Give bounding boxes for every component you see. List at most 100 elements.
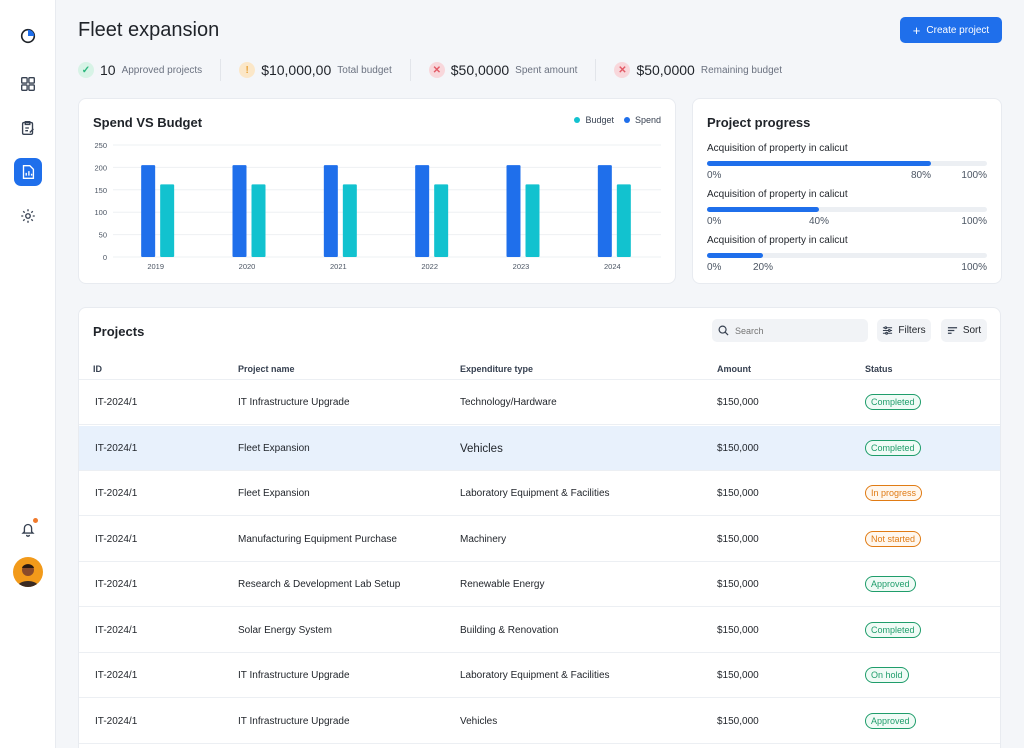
cell-project-name: Solar Energy System	[238, 624, 332, 636]
column-header[interactable]: ID	[93, 364, 102, 374]
search-input[interactable]	[735, 325, 855, 336]
progress-value: 80%	[910, 170, 931, 181]
cell-project-name: Manufacturing Equipment Purchase	[238, 533, 397, 545]
cell-expenditure-type: Machinery	[460, 533, 507, 545]
bar-spend-2019[interactable]	[141, 165, 156, 257]
sort-button[interactable]: Sort	[941, 319, 987, 342]
cell-project-name: Research & Development Lab Setup	[238, 579, 401, 590]
table-row[interactable]: IT-2024/1 Manufacturing Equipment Purchas…	[79, 517, 1000, 562]
cell-amount: $150,000	[717, 488, 759, 499]
bar-budget-2020[interactable]	[251, 184, 266, 257]
legend-spend: Spend	[623, 115, 661, 125]
stat-label: Total budget	[337, 64, 392, 76]
cell-id: IT-2024/1	[95, 715, 138, 727]
cell-amount: $150,000	[717, 579, 759, 590]
progress-fill	[707, 253, 763, 258]
grid-icon[interactable]	[14, 70, 42, 98]
chart-title: Spend VS Budget	[93, 115, 203, 130]
exclamation-icon: !	[239, 62, 256, 78]
table-row[interactable]: IT-2024/1 Research & Development Lab Setu…	[79, 562, 1000, 607]
cell-expenditure-type: Laboratory Equipment & Facilities	[460, 670, 610, 681]
bar-budget-2021[interactable]	[342, 184, 357, 257]
cell-amount: $150,000	[717, 624, 759, 636]
cell-id: IT-2024/1	[95, 397, 138, 408]
bar-spend-2021[interactable]	[323, 165, 338, 257]
bar-spend-2023[interactable]	[506, 165, 521, 257]
table-row[interactable]: IT-2024/1 IT Infrastructure Upgrade Techno…	[79, 380, 1000, 425]
column-header[interactable]: Amount	[717, 364, 751, 374]
search-icon	[718, 325, 729, 336]
table-row[interactable]: IT-2024/1 IT Infrastructure Upgrade Labora…	[79, 653, 1000, 698]
sliders-icon	[883, 326, 893, 335]
progress-max: 100%	[961, 262, 987, 273]
bell-icon[interactable]	[14, 515, 42, 543]
progress-min: 0%	[707, 262, 722, 273]
progress-min: 0%	[707, 216, 722, 227]
check-icon: ✓	[78, 62, 94, 78]
x-icon: ✕	[614, 62, 631, 78]
progress-track	[707, 253, 987, 258]
progress-value: 40%	[808, 216, 830, 227]
bar-budget-2024[interactable]	[616, 184, 631, 257]
report-icon[interactable]	[14, 158, 42, 186]
cell-id: IT-2024/1	[95, 670, 138, 681]
cell-expenditure-type: Vehicles	[460, 715, 498, 727]
stat-value: $10,000,00	[261, 62, 332, 78]
cell-id: IT-2024/1	[95, 442, 138, 454]
table-row[interactable]: IT-2024/1 IT Infrastructure Upgrade Vehicl…	[79, 699, 1000, 744]
table-row[interactable]: IT-2024/1 Solar Energy System Building & R…	[79, 608, 1000, 653]
stat-value: $50,0000	[636, 62, 695, 78]
bar-spend-2022[interactable]	[415, 165, 430, 257]
bar-budget-2023[interactable]	[525, 184, 540, 257]
progress-item: Acquisition of property in calicut 0% 80…	[707, 143, 987, 181]
column-header[interactable]: Status	[865, 364, 893, 374]
stat-approved: ✓ 10 Approved projects	[78, 59, 222, 81]
cell-expenditure-type: Building & Renovation	[460, 624, 559, 636]
bar-budget-2019[interactable]	[160, 184, 175, 257]
table-row[interactable]: IT-2024/1 Fleet Expansion Laboratory Equip…	[79, 471, 1000, 516]
sidebar	[0, 0, 56, 748]
progress-value: 20%	[752, 262, 774, 273]
cell-project-name: Fleet Expansion	[238, 488, 310, 499]
clipboard-edit-icon[interactable]	[14, 114, 42, 142]
stat-remaining: ✕ $50,0000 Remaining budget	[614, 59, 800, 81]
legend-label: Spend	[634, 115, 661, 125]
x-tick-label: 2022	[421, 262, 438, 271]
stats-bar: ✓ 10 Approved projects ! $10,000,00 Tota…	[78, 58, 818, 82]
cell-amount: $150,000	[717, 397, 759, 408]
x-tick-label: 2020	[239, 262, 256, 271]
legend-label: Budget	[585, 115, 614, 125]
avatar[interactable]	[13, 557, 43, 587]
y-tick-label: 50	[99, 231, 107, 240]
legend-dot	[623, 117, 630, 123]
spend-vs-budget-card: Spend VS Budget Budget Spend 0 50 100 150 20…	[78, 98, 676, 284]
create-project-button[interactable]: + Create project	[900, 17, 1002, 43]
cell-project-name: IT Infrastructure Upgrade	[238, 397, 350, 408]
status-badge: Approved	[865, 576, 916, 592]
pie-logo-icon[interactable]	[14, 22, 42, 50]
cell-amount: $150,000	[717, 442, 759, 454]
column-header[interactable]: Expenditure type	[460, 364, 534, 374]
bar-spend-2020[interactable]	[232, 165, 247, 257]
status-badge: On hold	[865, 667, 909, 683]
x-icon: ✕	[428, 62, 445, 78]
create-project-label: Create project	[926, 24, 990, 36]
search-box[interactable]	[712, 319, 868, 342]
cell-amount: $150,000	[717, 670, 759, 681]
stat-value: 10	[100, 62, 116, 78]
table-row[interactable]: IT-2024/1 Fleet Expansion Vehicles $150,000…	[79, 425, 1000, 471]
cell-id: IT-2024/1	[95, 488, 138, 499]
filters-button[interactable]: Filters	[877, 319, 931, 342]
bar-spend-2024[interactable]	[597, 165, 612, 257]
progress-track	[707, 161, 987, 166]
notification-dot	[33, 518, 38, 523]
stat-total-budget: ! $10,000,00 Total budget	[239, 59, 411, 81]
status-badge: Completed	[865, 621, 921, 638]
project-progress-card: Project progress Acquisition of property…	[692, 98, 1002, 284]
x-tick-label: 2024	[604, 262, 621, 271]
gear-icon[interactable]	[14, 202, 42, 230]
bar-budget-2022[interactable]	[434, 184, 449, 257]
status-badge: Completed	[865, 439, 921, 456]
column-header[interactable]: Project name	[238, 364, 295, 374]
y-tick-label: 150	[94, 186, 107, 195]
